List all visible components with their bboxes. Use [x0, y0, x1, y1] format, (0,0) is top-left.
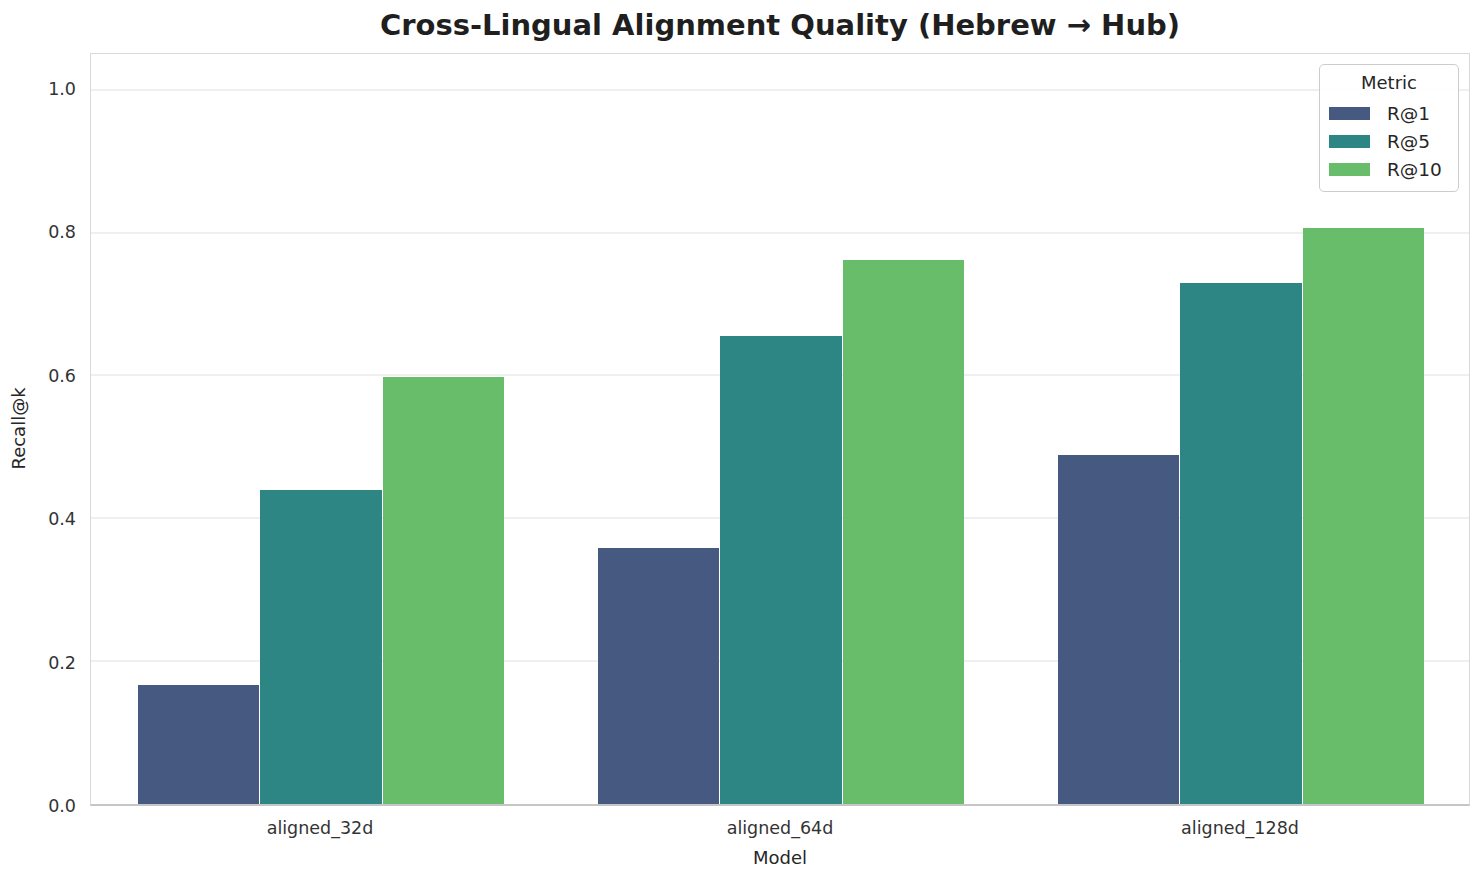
- legend-title: Metric: [1320, 72, 1458, 93]
- legend: Metric R@1 R@5 R@10: [1319, 64, 1459, 192]
- legend-swatch: [1329, 107, 1370, 120]
- legend-entry: R@10: [1320, 155, 1458, 183]
- x-tick-label: aligned_64d: [670, 818, 890, 838]
- bar: [720, 336, 841, 804]
- gridline: [91, 89, 1469, 91]
- bar: [1303, 228, 1424, 804]
- bar: [843, 260, 964, 804]
- chart-canvas: Cross-Lingual Alignment Quality (Hebrew …: [0, 0, 1484, 885]
- legend-entry-label: R@5: [1387, 131, 1430, 152]
- x-axis-label: Model: [90, 847, 1470, 868]
- bar: [1180, 283, 1301, 804]
- legend-entry-label: R@10: [1387, 159, 1442, 180]
- y-tick-label: 0.4: [0, 507, 76, 531]
- legend-entry: R@5: [1320, 127, 1458, 155]
- y-tick-label: 0.6: [0, 364, 76, 388]
- bar: [260, 490, 381, 804]
- legend-entry-label: R@1: [1387, 103, 1430, 124]
- bar: [383, 377, 504, 804]
- legend-swatch: [1329, 135, 1370, 148]
- gridline: [91, 232, 1469, 234]
- x-tick-label: aligned_128d: [1130, 818, 1350, 838]
- y-tick-label: 0.8: [0, 220, 76, 244]
- plot-area: Metric R@1 R@5 R@10: [90, 53, 1470, 806]
- bar: [138, 685, 259, 804]
- y-tick-label: 0.2: [0, 651, 76, 675]
- y-tick-label: 0.0: [0, 794, 76, 818]
- y-tick-label: 1.0: [0, 77, 76, 101]
- bar: [598, 548, 719, 804]
- legend-entry: R@1: [1320, 99, 1458, 127]
- legend-swatch: [1329, 163, 1370, 176]
- chart-title: Cross-Lingual Alignment Quality (Hebrew …: [90, 8, 1470, 42]
- bar: [1058, 455, 1179, 804]
- legend-entries: R@1 R@5 R@10: [1320, 99, 1458, 183]
- x-tick-label: aligned_32d: [210, 818, 430, 838]
